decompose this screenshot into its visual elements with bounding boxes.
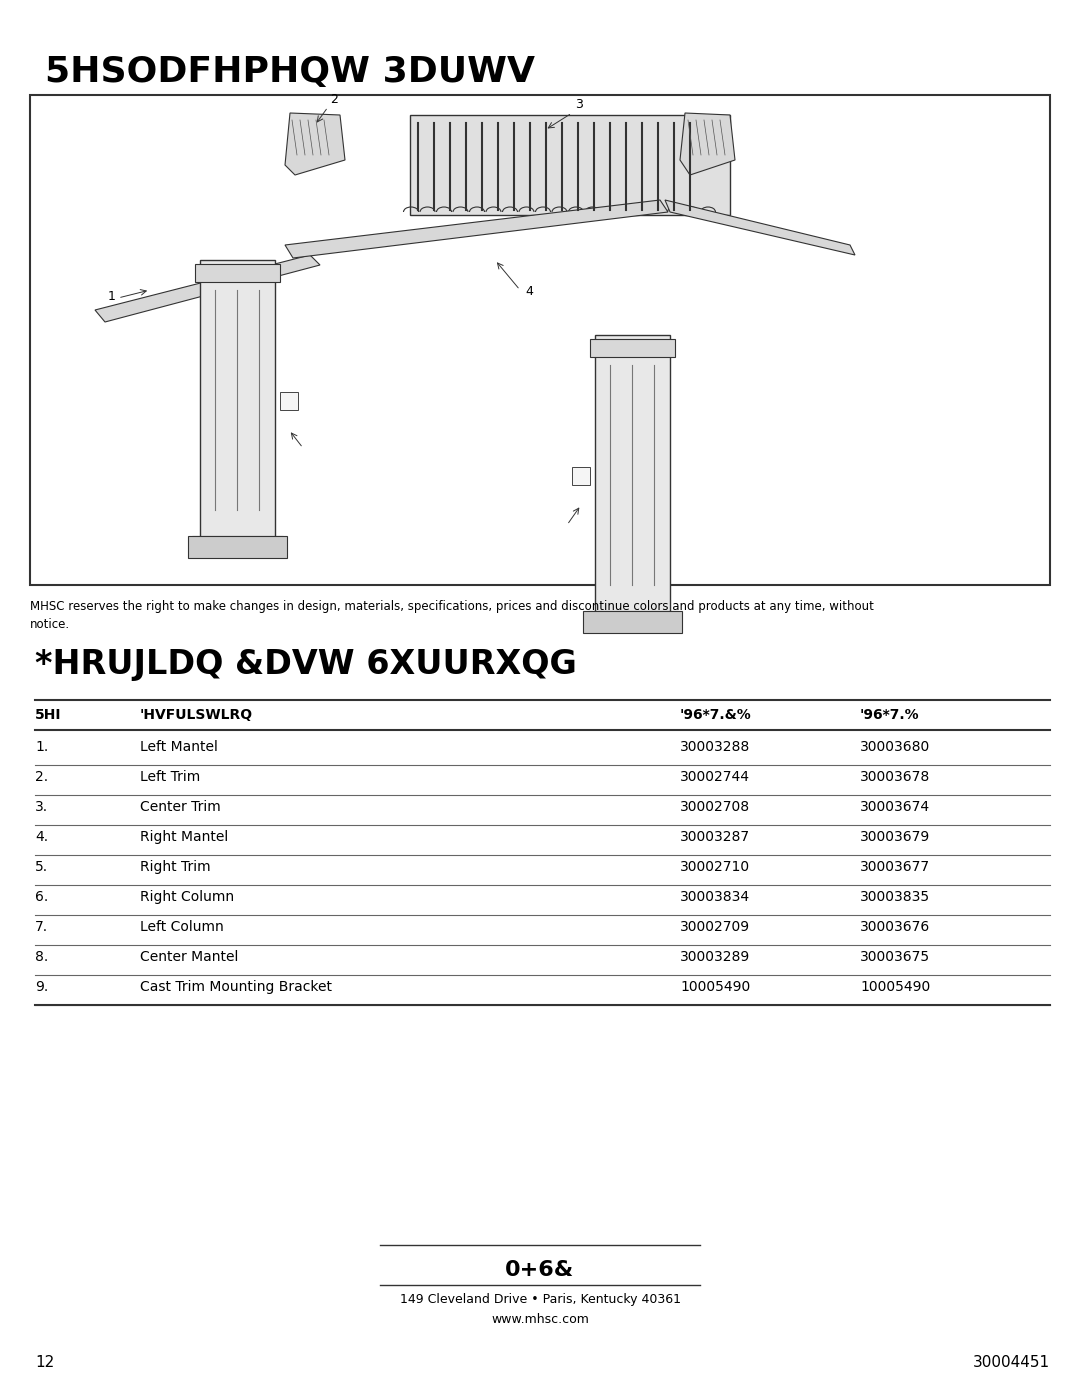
Text: 4.: 4. [35, 830, 49, 844]
Text: Left Trim: Left Trim [140, 770, 200, 784]
Text: 30003675: 30003675 [860, 950, 930, 964]
Text: *HRUJLDQ &DVW 6XUURXQG: *HRUJLDQ &DVW 6XUURXQG [35, 648, 577, 680]
Text: 0+6&: 0+6& [505, 1260, 575, 1280]
Text: 1.: 1. [35, 740, 49, 754]
Text: 30003834: 30003834 [680, 890, 751, 904]
Text: 12: 12 [35, 1355, 54, 1370]
Bar [192, 536, 283, 548]
Text: 30003680: 30003680 [860, 740, 930, 754]
Text: 'HVFULSWLRQ: 'HVFULSWLRQ [140, 708, 253, 722]
Text: 3: 3 [575, 98, 583, 110]
Text: 6.: 6. [35, 890, 49, 904]
Text: Cast Trim Mounting Bracket: Cast Trim Mounting Bracket [140, 981, 332, 995]
Text: 5HSODFHPHQW 3DUWV: 5HSODFHPHQW 3DUWV [45, 54, 535, 89]
Text: Right Trim: Right Trim [140, 861, 211, 875]
Text: 2: 2 [330, 94, 338, 106]
Bar [200, 260, 275, 541]
Text: 5HI: 5HI [35, 708, 62, 722]
Text: 30003674: 30003674 [860, 800, 930, 814]
Polygon shape [665, 200, 855, 256]
Text: MHSC reserves the right to make changes in design, materials, specifications, pr: MHSC reserves the right to make changes … [30, 599, 874, 631]
Polygon shape [285, 113, 345, 175]
Text: 30003287: 30003287 [680, 830, 751, 844]
Polygon shape [285, 200, 669, 258]
Text: 30003835: 30003835 [860, 890, 930, 904]
Text: 30002708: 30002708 [680, 800, 751, 814]
Text: 30003676: 30003676 [860, 921, 930, 935]
FancyBboxPatch shape [30, 95, 1050, 585]
Text: 5.: 5. [35, 861, 49, 875]
Text: '96*7.%: '96*7.% [860, 708, 920, 722]
Text: 30002709: 30002709 [680, 921, 751, 935]
Text: 30003289: 30003289 [680, 950, 751, 964]
Bar [280, 393, 298, 409]
Text: 9.: 9. [35, 981, 49, 995]
Text: 30003678: 30003678 [860, 770, 930, 784]
Text: 1: 1 [108, 291, 116, 303]
Text: 2.: 2. [35, 770, 49, 784]
Text: Right Column: Right Column [140, 890, 234, 904]
Text: 149 Cleveland Drive • Paris, Kentucky 40361: 149 Cleveland Drive • Paris, Kentucky 40… [400, 1294, 680, 1306]
Text: 30002744: 30002744 [680, 770, 750, 784]
Text: Center Trim: Center Trim [140, 800, 220, 814]
Bar [410, 115, 730, 215]
Text: Right Mantel: Right Mantel [140, 830, 228, 844]
Text: Left Column: Left Column [140, 921, 224, 935]
Text: 10005490: 10005490 [680, 981, 751, 995]
Text: 4: 4 [525, 285, 532, 298]
Text: Left Mantel: Left Mantel [140, 740, 218, 754]
Text: 30004451: 30004451 [973, 1355, 1050, 1370]
Text: 10005490: 10005490 [860, 981, 930, 995]
Bar [595, 335, 670, 615]
Text: www.mhsc.com: www.mhsc.com [491, 1313, 589, 1326]
Text: '96*7.&%: '96*7.&% [680, 708, 752, 722]
Text: 30003677: 30003677 [860, 861, 930, 875]
Text: 8.: 8. [35, 950, 49, 964]
Bar [588, 610, 678, 623]
Bar [572, 467, 590, 485]
Text: 30003288: 30003288 [680, 740, 751, 754]
Bar [583, 610, 681, 633]
Text: 3.: 3. [35, 800, 49, 814]
Text: Center Mantel: Center Mantel [140, 950, 239, 964]
Bar [590, 339, 675, 358]
Text: 30003679: 30003679 [860, 830, 930, 844]
Polygon shape [680, 113, 735, 175]
Bar [195, 264, 280, 282]
Polygon shape [95, 256, 320, 321]
Text: 30002710: 30002710 [680, 861, 751, 875]
Bar [188, 536, 287, 557]
Text: 7.: 7. [35, 921, 49, 935]
